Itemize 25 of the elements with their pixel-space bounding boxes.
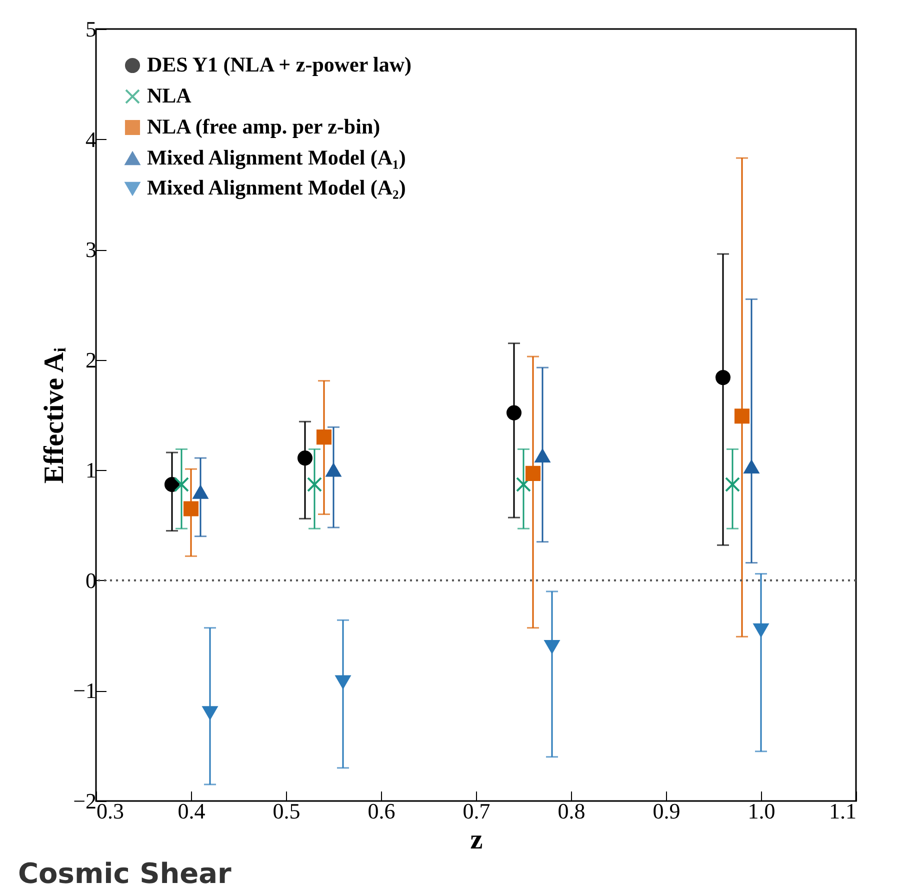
y-axis-title: Effective Aᵢ [39, 347, 70, 484]
x-tick-label: 0.5 [272, 798, 300, 824]
legend-label: NLA [147, 84, 192, 108]
text: Cosmic Shear [18, 857, 232, 890]
legend-label: NLA (free amp. per z-bin) [147, 114, 380, 138]
x-tick-label: 0.6 [368, 798, 396, 824]
y-tick-label: −2 [73, 788, 96, 814]
y-tick-label: 1 [86, 458, 96, 483]
y-tick-label: 5 [86, 16, 96, 42]
x-tick-label: 0.3 [96, 798, 124, 824]
x-tick-label: 0.4 [178, 798, 206, 824]
y-tick-label: 0 [86, 568, 96, 593]
x-tick-label: 1.1 [829, 798, 856, 824]
legend-label: DES Y1 (NLA + z-power law) [147, 52, 412, 76]
x-tick-label: 1.0 [748, 798, 776, 824]
y-tick-label: 4 [86, 126, 96, 152]
x-tick-label: 0.8 [558, 798, 586, 824]
x-tick-label: 0.7 [462, 798, 490, 824]
x-tick-label: 0.9 [652, 798, 680, 824]
legend-label: Mixed Alignment Model (A₂) [147, 176, 406, 200]
legend-label: Mixed Alignment Model (A₁) [147, 146, 406, 170]
y-tick-label: 3 [86, 237, 96, 262]
x-axis-title: z [470, 824, 483, 856]
y-tick-label: −1 [73, 678, 96, 704]
y-tick-label: 2 [86, 347, 96, 372]
